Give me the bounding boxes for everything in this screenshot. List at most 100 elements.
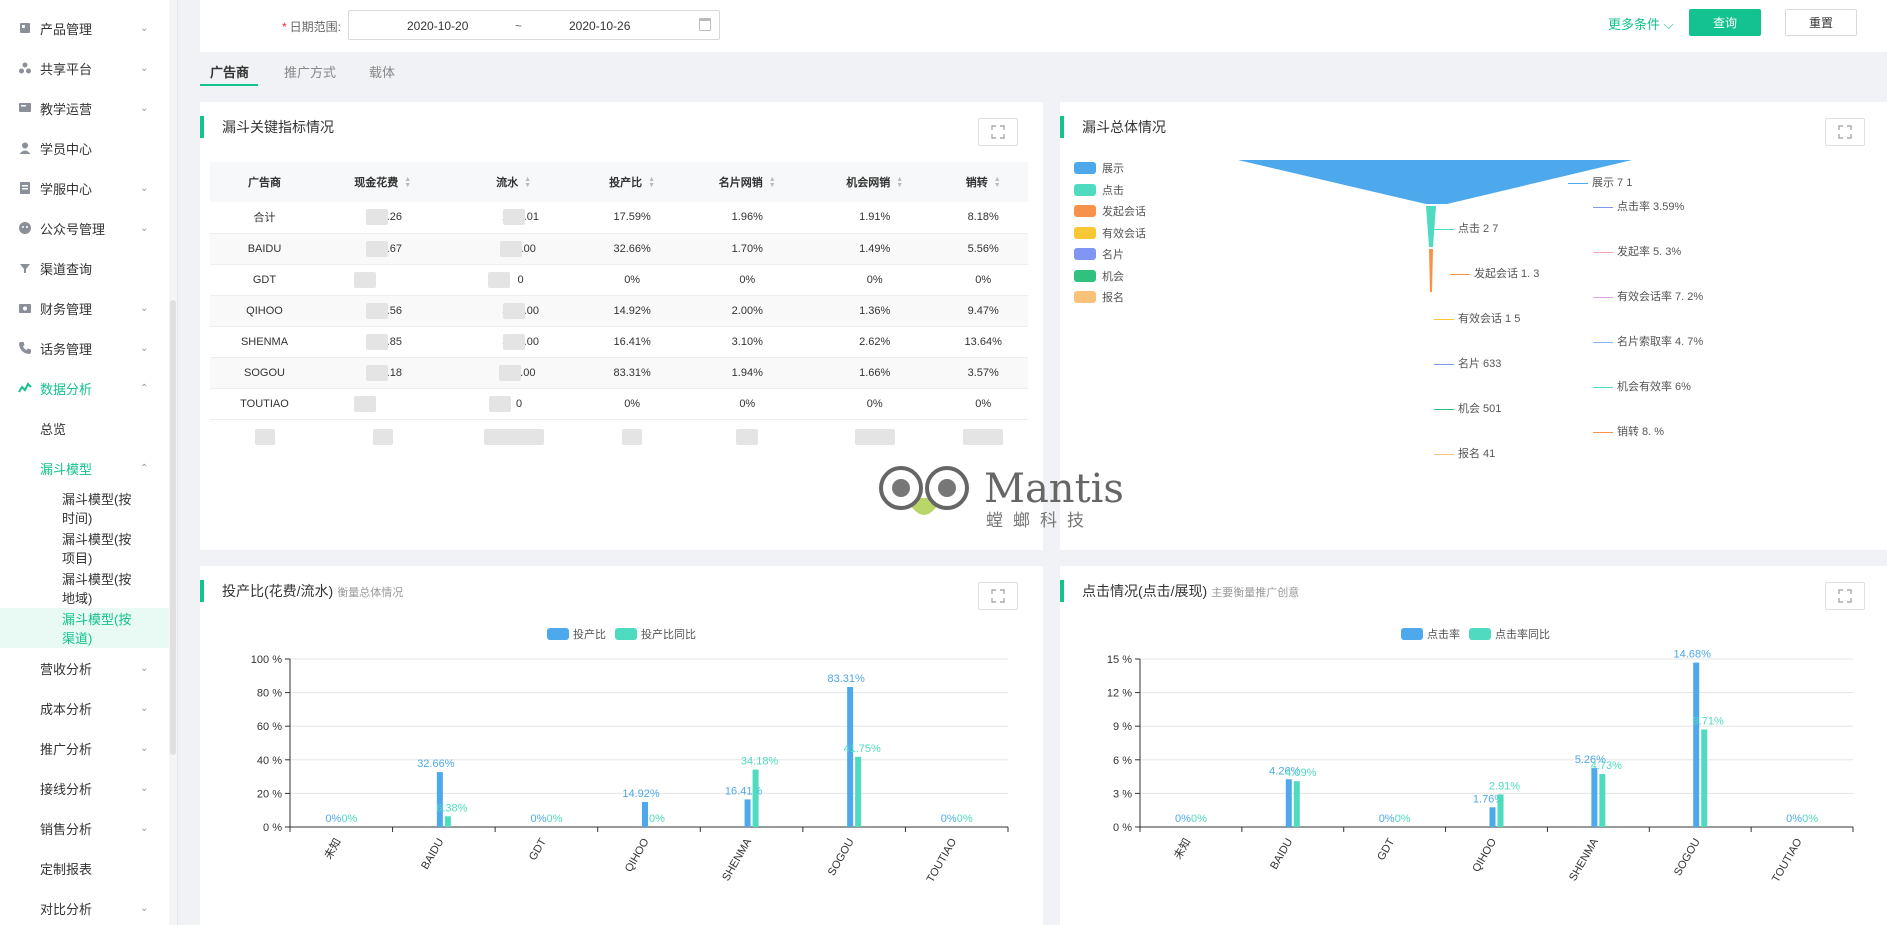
chevron-up-icon: ⌃: [140, 462, 149, 474]
end-date[interactable]: 2020-10-26: [569, 19, 631, 33]
more-conditions-button[interactable]: 更多条件 ⌵: [1608, 14, 1674, 33]
table-row[interactable]: BAIDU 1 .6748 .00 32.66% 1.70% 1.49% 5.56%: [210, 233, 1028, 265]
ctr-bar[interactable]: [1285, 779, 1292, 827]
sidebar-item-label: 话务管理: [40, 341, 93, 357]
expand-icon[interactable]: [1825, 582, 1865, 610]
ctr-bar[interactable]: [1701, 729, 1708, 827]
funnel-legend-item[interactable]: 点击: [1074, 183, 1124, 197]
roi-bar[interactable]: [436, 772, 443, 827]
funnel-segment-clicks[interactable]: [1426, 206, 1436, 247]
table-row[interactable]: GDT 0 0% 0% 0% 0%: [210, 264, 1028, 296]
sidebar-subitem-5[interactable]: 漏斗模型(按渠道): [0, 608, 170, 648]
ctr-legend-swatch[interactable]: [1469, 628, 1491, 640]
sort-icon[interactable]: ▲ ▼: [896, 176, 904, 190]
sidebar-subitem-4[interactable]: 漏斗模型(按地域): [0, 568, 170, 608]
ctr-bar[interactable]: [1591, 768, 1598, 827]
ctr-bar[interactable]: [1497, 794, 1504, 827]
roi-bar[interactable]: [752, 769, 759, 827]
sidebar-subitem-8[interactable]: 推广分析 ⌄: [0, 728, 170, 768]
query-button[interactable]: 查询: [1689, 9, 1761, 36]
table-row[interactable]: SHENMA 5 .85349 .00 16.41% 3.10% 2.62% 13.64%: [210, 326, 1028, 358]
start-date[interactable]: 2020-10-20: [407, 19, 469, 33]
sidebar-item-0[interactable]: 产品管理 ⌄: [0, 8, 170, 48]
sidebar-subitem-6[interactable]: 营收分析 ⌄: [0, 648, 170, 688]
sidebar-subitem-10[interactable]: 销售分析 ⌄: [0, 808, 170, 848]
sidebar-subitem-12[interactable]: 对比分析 ⌄: [0, 888, 170, 925]
sidebar-subitem-3[interactable]: 漏斗模型(按项目): [0, 528, 170, 568]
ctr-bar[interactable]: [1599, 774, 1606, 827]
table-row[interactable]: TOUTIAO 0 0% 0% 0% 0%: [210, 388, 1028, 420]
column-header-6[interactable]: 销转 ▲ ▼: [938, 162, 1028, 202]
calendar-icon[interactable]: [699, 18, 711, 31]
redacted-mask: [353, 395, 376, 412]
date-range-picker[interactable]: 2020-10-20 ~ 2020-10-26: [348, 10, 720, 40]
roi-bar[interactable]: [855, 756, 862, 827]
sidebar-item-8[interactable]: 话务管理 ⌄: [0, 328, 170, 368]
sidebar-item-5[interactable]: 公众号管理 ⌄: [0, 208, 170, 248]
sidebar-item-1[interactable]: 共享平台 ⌄: [0, 48, 170, 88]
funnel-legend-item[interactable]: 展示: [1074, 161, 1124, 175]
roi-bar[interactable]: [642, 801, 648, 827]
ctr-bar[interactable]: [1293, 781, 1300, 827]
tab-carrier[interactable]: 载体: [369, 65, 396, 80]
table-cell: 0%: [938, 264, 1028, 296]
funnel-stage-label: 名片 633: [1434, 355, 1501, 371]
label-leader-line: [1434, 318, 1454, 320]
roi-legend-swatch[interactable]: [547, 628, 569, 640]
column-header-2[interactable]: 流水 ▲ ▼: [446, 162, 581, 202]
sidebar-scrollbar[interactable]: [169, 0, 177, 925]
funnel-legend-item[interactable]: 机会: [1074, 269, 1124, 283]
sidebar-subitem-label: 营收分析: [40, 661, 93, 677]
chevron-down-icon: ⌄: [140, 342, 149, 354]
roi-bar[interactable]: [444, 816, 451, 827]
cell-value: GDT: [252, 273, 277, 286]
sidebar-item-3[interactable]: 学员中心: [0, 128, 170, 168]
funnel-legend-item[interactable]: 有效会话: [1074, 226, 1146, 240]
table-cell: 0%: [580, 388, 684, 420]
roi-legend-swatch[interactable]: [615, 628, 637, 640]
sidebar-subitem-2[interactable]: 漏斗模型(按时间): [0, 488, 170, 528]
sidebar-item-9[interactable]: 数据分析 ⌃: [0, 368, 170, 408]
ctr-bar[interactable]: [1489, 807, 1496, 827]
sort-icon[interactable]: ▲ ▼: [404, 176, 412, 190]
ctr-legend-swatch[interactable]: [1401, 628, 1423, 640]
sidebar-subitem-1[interactable]: 漏斗模型 ⌃: [0, 448, 170, 488]
column-header-4[interactable]: 名片网销 ▲ ▼: [683, 162, 811, 202]
sort-icon[interactable]: ▲ ▼: [993, 176, 1001, 190]
sidebar-item-7[interactable]: 财务管理 ⌄: [0, 288, 170, 328]
funnel-legend-item[interactable]: 名片: [1074, 247, 1124, 261]
expand-icon[interactable]: [978, 582, 1018, 610]
table-cell: 8 .56: [319, 295, 447, 327]
roi-bar[interactable]: [744, 799, 751, 827]
funnel-segment-impressions[interactable]: [1238, 160, 1632, 204]
column-header-5[interactable]: 机会网销 ▲ ▼: [810, 162, 939, 202]
sidebar-subitem-7[interactable]: 成本分析 ⌄: [0, 688, 170, 728]
sidebar-item-6[interactable]: 渠道查询: [0, 248, 170, 288]
table-row[interactable]: SOGOU 9 .1811 .00 83.31% 1.94% 1.66% 3.57%: [210, 357, 1028, 389]
sidebar-scroll-thumb[interactable]: [170, 300, 176, 755]
sort-icon[interactable]: ▲ ▼: [648, 176, 656, 190]
tab-advertiser[interactable]: 广告商: [210, 65, 250, 80]
sidebar-item-4[interactable]: 学服中心 ⌄: [0, 168, 170, 208]
tab-promotion-method[interactable]: 推广方式: [284, 65, 337, 80]
table-row[interactable]: QIHOO 8 .56572 .00 14.92% 2.00% 1.36% 9.47%: [210, 295, 1028, 327]
sidebar-subitem-0[interactable]: 总览: [0, 408, 170, 448]
label-leader-line: [1434, 363, 1454, 365]
funnel-legend-item[interactable]: 发起会话: [1074, 204, 1146, 218]
chart-icon: [18, 381, 32, 395]
sidebar-subitem-9[interactable]: 接线分析 ⌄: [0, 768, 170, 808]
sort-icon[interactable]: ▲ ▼: [524, 176, 532, 190]
sort-icon[interactable]: ▲ ▼: [768, 176, 776, 190]
roi-bar[interactable]: [847, 687, 854, 827]
funnel-segment-sessions[interactable]: [1429, 249, 1433, 292]
column-header-3[interactable]: 投产比 ▲ ▼: [580, 162, 684, 202]
column-header-1[interactable]: 现金花费 ▲ ▼: [319, 162, 447, 202]
expand-icon[interactable]: [978, 118, 1018, 146]
sidebar-subitem-11[interactable]: 定制报表: [0, 848, 170, 888]
table-row[interactable]: 合计 3 .26224 .01 17.59% 1.96% 1.91% 8.18%: [210, 202, 1028, 234]
reset-button[interactable]: 重置: [1785, 9, 1857, 36]
ctr-bar[interactable]: [1693, 662, 1700, 827]
funnel-legend-item[interactable]: 报名: [1074, 290, 1124, 304]
expand-icon[interactable]: [1825, 118, 1865, 146]
sidebar-item-2[interactable]: 教学运营 ⌄: [0, 88, 170, 128]
